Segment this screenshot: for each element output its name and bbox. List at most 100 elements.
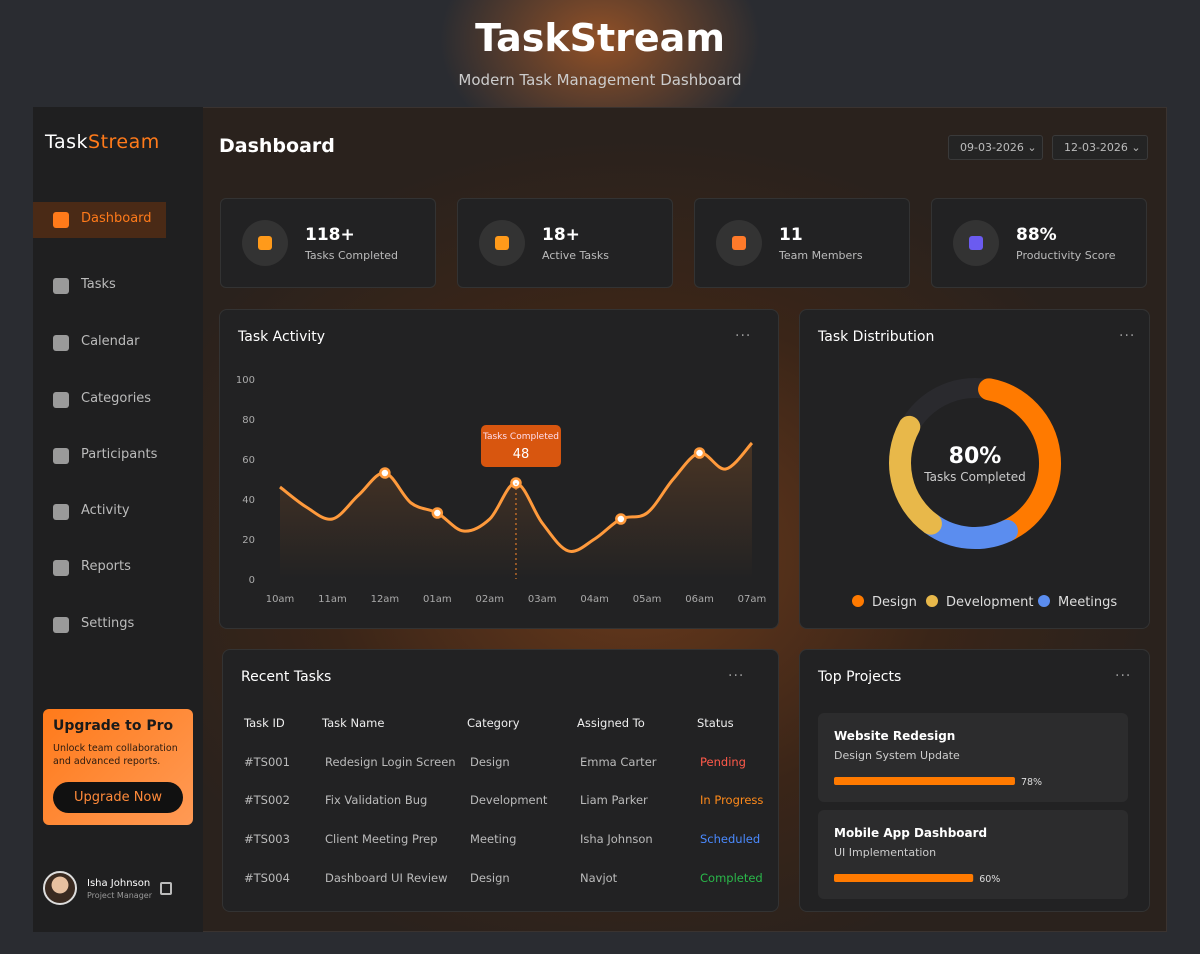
nav-item[interactable]: Categories [81, 391, 152, 406]
page-subtitle: Modern Task Management Dashboard [458, 71, 742, 89]
nav-item[interactable]: Calendar [81, 334, 140, 349]
distribution-card [799, 309, 1150, 629]
logout-icon[interactable] [160, 882, 172, 895]
page-title: TaskStream [475, 16, 725, 60]
logo: TaskStream [45, 131, 160, 153]
menu-dots[interactable]: ··· [1115, 668, 1132, 684]
donut-center-caption: Tasks Completed [923, 470, 1025, 484]
nav-icon [53, 278, 69, 294]
table-cell: Design [470, 755, 510, 769]
table-cell: #TS004 [244, 871, 290, 885]
point [431, 507, 444, 519]
progress-bar [834, 777, 1015, 785]
stat-icon [495, 236, 509, 250]
stat-value: 11 [779, 225, 803, 245]
table-cell: Client Meeting Prep [325, 832, 438, 846]
table-cell: Fix Validation Bug [325, 793, 428, 807]
table-cell: Scheduled [700, 832, 761, 846]
card-title: Task Activity [238, 329, 326, 345]
y-tick-label: 0 [249, 575, 255, 586]
date-picker[interactable]: 12-03-2026 ⌄ [1052, 135, 1148, 160]
table-cell: #TS001 [244, 755, 290, 769]
nav-icon [53, 448, 69, 464]
donut-segment [978, 378, 1061, 542]
stat-value: 88% [1016, 225, 1057, 245]
x-tick-label: 02am [475, 594, 504, 605]
tooltip-value: 48 [513, 447, 530, 462]
stat-icon [969, 236, 983, 250]
table-cell: In Progress [700, 793, 764, 807]
table-cell: Design [470, 871, 510, 885]
tasks-card [222, 649, 779, 912]
nav-item[interactable]: Dashboard [81, 211, 152, 226]
legend-swatch [926, 595, 938, 607]
user-name: Isha Johnson [87, 878, 151, 889]
table-cell: #TS002 [244, 793, 290, 807]
nav-icon [53, 212, 69, 228]
date-text: 12-03-2026 [1064, 141, 1128, 154]
project-box [818, 713, 1128, 802]
donut-segment [889, 415, 942, 535]
table-cell: Navjot [580, 871, 618, 885]
date-picker[interactable]: 09-03-2026 ⌄ [948, 135, 1043, 160]
x-tick-label: 03am [528, 594, 557, 605]
nav-item[interactable]: Activity [81, 503, 130, 518]
legend-label: Meetings [1058, 595, 1117, 610]
point [615, 513, 627, 525]
table-header: Task ID [244, 716, 285, 730]
nav-item[interactable]: Settings [81, 616, 135, 631]
nav-item[interactable]: Tasks [81, 277, 116, 292]
y-tick-label: 20 [242, 535, 255, 546]
stat-label: Team Members [779, 249, 863, 262]
nav-item[interactable]: Participants [81, 447, 158, 462]
legend-swatch [852, 595, 864, 607]
nav-icon [53, 335, 69, 351]
legend-label: Development [946, 595, 1034, 610]
nav-icon [53, 504, 69, 520]
project-subtitle: Design System Update [834, 749, 960, 762]
stat-icon [258, 236, 272, 250]
legend-swatch [1038, 595, 1050, 607]
stat-label: Active Tasks [542, 249, 609, 262]
progress-label: 78% [1021, 777, 1042, 788]
card-title: Top Projects [818, 669, 902, 685]
table-header: Category [467, 716, 520, 730]
upgrade-button[interactable]: Upgrade Now [53, 782, 183, 813]
stat-value: 18+ [542, 225, 580, 245]
legend-label: Design [872, 595, 917, 610]
x-tick-label: 05am [633, 594, 662, 605]
main-title: Dashboard [219, 135, 335, 157]
table-header: Assigned To [577, 716, 645, 730]
date-text: 09-03-2026 [960, 141, 1024, 154]
nav-icon [53, 560, 69, 576]
area [280, 443, 752, 579]
point [379, 467, 391, 479]
logo-part: Stream [88, 131, 160, 153]
donut-segment [919, 512, 1018, 549]
table-cell: Redesign Login Screen [325, 755, 456, 769]
stat-label: Productivity Score [1016, 249, 1116, 262]
donut-center-value: 80% [949, 444, 1002, 469]
menu-dots[interactable]: ··· [735, 328, 752, 344]
nav-icon [53, 392, 69, 408]
menu-dots[interactable]: ··· [1119, 328, 1136, 344]
tooltip-title: Tasks Completed [482, 432, 559, 442]
x-tick-label: 10am [266, 594, 295, 605]
y-tick-label: 80 [242, 415, 255, 426]
x-tick-label: 06am [685, 594, 714, 605]
table-cell: #TS003 [244, 832, 290, 846]
tooltip [480, 425, 561, 467]
table-cell: Isha Johnson [580, 832, 653, 846]
user-role: Project Manager [87, 891, 152, 900]
table-cell: Development [470, 793, 548, 807]
nav-item[interactable]: Reports [81, 559, 131, 574]
y-tick-label: 60 [242, 455, 255, 466]
project-subtitle: UI Implementation [834, 846, 937, 859]
logo-part: Task [45, 131, 89, 153]
table-cell: Meeting [470, 832, 517, 846]
x-tick-label: 01am [423, 594, 452, 605]
project-box [818, 810, 1128, 899]
menu-dots[interactable]: ··· [728, 668, 745, 684]
